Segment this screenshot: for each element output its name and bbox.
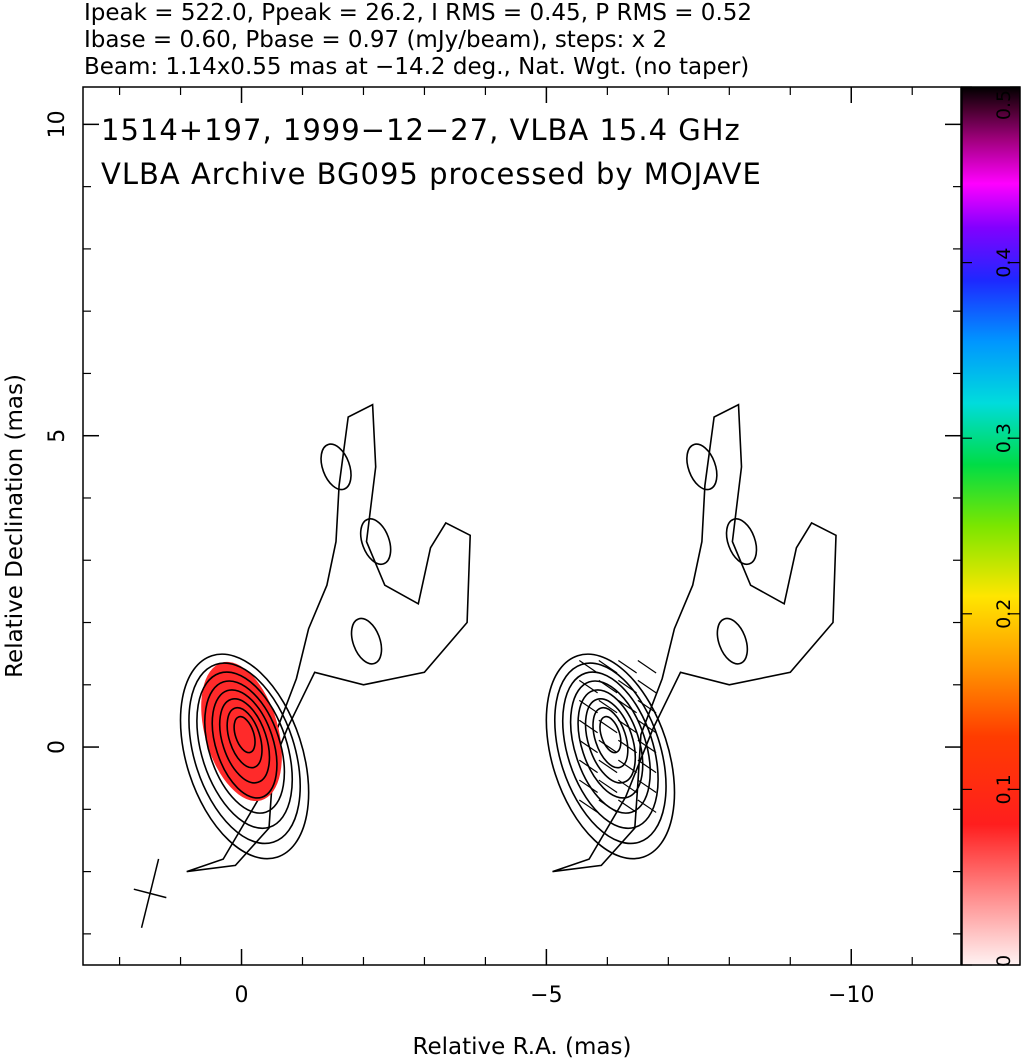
contour-core (218, 698, 271, 784)
polarization-vector (617, 799, 637, 813)
polarization-vector (598, 799, 618, 813)
polarization-vector (598, 660, 618, 674)
polarization-vector (637, 699, 657, 714)
contour-core (553, 662, 667, 845)
contour-outer (186, 403, 472, 873)
contour-jet-knot (350, 617, 383, 665)
colorbar-tick-label: 0.3 (993, 423, 1015, 453)
contour-outer (552, 403, 837, 873)
polarization-vector (578, 699, 598, 714)
polarization-vector (578, 679, 598, 694)
header-line-2: Ibase = 0.60, Pbase = 0.97 (mJy/beam), s… (84, 27, 667, 53)
polarization-vector (598, 759, 618, 774)
polarization-vector (598, 719, 618, 734)
polarization-vector (617, 679, 637, 694)
fractional-polarization-patch (201, 661, 282, 802)
beam-minor-axis (133, 888, 167, 899)
header-line-1: Ipeak = 522.0, Ppeak = 26.2, I RMS = 0.4… (84, 0, 752, 26)
polarization-vector (637, 759, 657, 774)
polarization-vector (578, 759, 598, 774)
polarization-vector (578, 660, 598, 674)
polarization-vector (617, 759, 637, 774)
colorbar-tick-label: 0.5 (993, 90, 1015, 120)
polarization-vector (617, 719, 637, 734)
contour-core (569, 680, 651, 814)
colorbar-tick-label: 0 (993, 955, 1015, 967)
colorbar-tick-label: 0.2 (993, 599, 1015, 629)
contour-core (211, 689, 278, 799)
y-tick-label: 5 (45, 429, 70, 443)
contour-core (233, 715, 256, 754)
contour-core (204, 680, 286, 814)
polarization-vector (598, 679, 618, 694)
polarization-vector (637, 799, 657, 813)
polarization-vector (598, 699, 618, 714)
polarization-vector (637, 679, 657, 694)
x-axis-title: Relative R.A. (mas) (413, 1034, 632, 1060)
contour-core (196, 671, 294, 830)
contour-jet-knot (686, 443, 718, 491)
contour-jet-knot (359, 518, 392, 566)
colorbar (961, 86, 1021, 966)
contour-jet-knot (716, 617, 749, 665)
polarization-vector (578, 779, 598, 794)
plot-frame (82, 86, 962, 966)
x-tick-label: −5 (530, 983, 562, 1008)
polarization-vector (578, 799, 598, 813)
source-label: 1514+197, 1999−12−27, VLBA 15.4 GHz (101, 113, 741, 147)
y-axis-title: Relative Declination (mas) (2, 374, 28, 678)
contour-core (592, 706, 629, 769)
polarization-vector (617, 699, 637, 714)
polarization-vector (578, 739, 598, 754)
header-line-3: Beam: 1.14x0.55 mas at −14.2 deg., Nat. … (84, 54, 749, 80)
polarization-vector (598, 739, 618, 754)
contour-core (226, 706, 263, 769)
contour-core (545, 653, 676, 860)
polarization-vector (617, 660, 637, 674)
contour-core (179, 653, 310, 860)
y-tick-label: 0 (45, 740, 70, 754)
polarization-vector (637, 739, 657, 754)
y-tick-label: 10 (45, 110, 70, 138)
colorbar-tick-label: 0.4 (993, 247, 1015, 277)
colorbar-ticks: 0 0.1 0.2 0.3 0.4 0.5 (962, 86, 1020, 967)
contour-core (577, 689, 644, 799)
x-tick-label: −10 (828, 983, 874, 1008)
polarization-vector (637, 660, 657, 674)
contour-core (599, 715, 622, 754)
polarization-vector (637, 779, 657, 794)
colorbar-tick-label: 0.1 (993, 774, 1015, 804)
contour-jet-knot (725, 518, 758, 566)
map-layer (133, 403, 837, 928)
polarization-vector (617, 739, 637, 754)
contour-core (561, 671, 659, 830)
x-tick-label: 0 (235, 983, 249, 1008)
contour-jet-knot (320, 443, 352, 491)
polarization-vector (637, 719, 657, 734)
polarization-vector (578, 719, 598, 734)
contour-core (188, 662, 302, 845)
tick-layer: 0 −5 −10 0 5 10 (45, 87, 961, 1008)
archive-label: VLBA Archive BG095 processed by MOJAVE (101, 157, 762, 191)
polarization-vector (617, 779, 637, 794)
polarization-vector (598, 779, 618, 794)
